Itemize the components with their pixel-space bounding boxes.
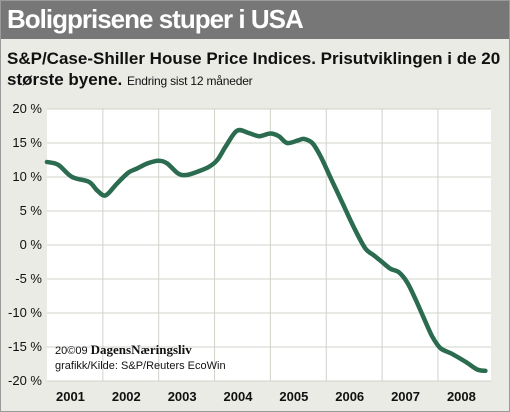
x-tick-label: 2007 xyxy=(391,389,420,404)
x-tick-label: 2005 xyxy=(279,389,308,404)
y-axis-tick-labels: 20 % 15 % 10 % 5 % 0 % -5 % -10 % -15 % -20 % xyxy=(8,101,42,388)
x-tick-label: 2006 xyxy=(335,389,364,404)
data-point xyxy=(196,170,200,174)
data-point xyxy=(380,260,384,264)
credit-block: 20©09 DagensNæringsliv grafikk/Kilde: S&… xyxy=(55,342,226,374)
y-tick-label: 15 % xyxy=(12,135,42,150)
data-point xyxy=(268,132,272,136)
data-point xyxy=(115,182,119,186)
data-point xyxy=(134,167,138,171)
data-point xyxy=(45,160,49,164)
y-tick-label: 0 % xyxy=(20,237,43,252)
x-tick-label: 2001 xyxy=(56,389,85,404)
data-point xyxy=(296,138,300,142)
data-point xyxy=(464,360,468,364)
data-point xyxy=(56,163,60,167)
y-tick-label: -5 % xyxy=(15,271,42,286)
subtitle-text: S&P/Case-Shiller House Price Indices. Pr… xyxy=(7,49,501,89)
data-point xyxy=(224,144,228,148)
data-point xyxy=(246,131,250,135)
y-tick-label: -20 % xyxy=(8,373,42,388)
data-point xyxy=(483,369,487,373)
credit-copyright: 20©09 xyxy=(55,345,88,357)
y-tick-label: -10 % xyxy=(8,305,42,320)
data-point xyxy=(104,193,108,197)
data-point xyxy=(352,226,356,230)
data-point xyxy=(341,202,345,206)
data-point xyxy=(285,141,289,145)
data-point xyxy=(257,134,261,138)
data-point xyxy=(363,246,367,250)
data-point xyxy=(215,158,219,162)
chart-title: Boligprisene stuper i USA xyxy=(7,4,304,34)
data-point xyxy=(319,155,323,159)
data-point xyxy=(422,316,426,320)
credit-line: 20©09 DagensNæringsliv xyxy=(55,342,226,359)
data-point xyxy=(277,134,281,138)
data-point xyxy=(176,172,180,176)
y-tick-label: 5 % xyxy=(20,203,43,218)
y-tick-label: 20 % xyxy=(12,101,42,116)
x-tick-label: 2002 xyxy=(112,389,141,404)
data-point xyxy=(389,267,393,271)
series-line xyxy=(44,127,488,374)
data-point xyxy=(157,159,161,163)
x-tick-label: 2003 xyxy=(168,389,197,404)
data-point xyxy=(70,175,74,179)
data-point xyxy=(330,178,334,182)
title-bar: Boligprisene stuper i USA xyxy=(1,1,509,39)
data-point xyxy=(414,297,418,301)
data-point xyxy=(310,141,314,145)
data-point xyxy=(95,189,99,193)
data-point xyxy=(302,137,306,141)
data-point xyxy=(372,253,376,257)
data-point xyxy=(235,129,239,133)
data-point xyxy=(450,352,454,356)
data-point xyxy=(146,161,150,165)
data-point xyxy=(165,161,169,165)
x-tick-label: 2008 xyxy=(447,389,476,404)
data-point xyxy=(405,280,409,284)
x-tick-label: 2004 xyxy=(224,389,254,404)
x-axis-tick-labels: 2001 2002 2003 2004 2005 2006 2007 2008 xyxy=(56,389,476,404)
data-point xyxy=(87,180,91,184)
data-point xyxy=(126,171,130,175)
data-point xyxy=(439,346,443,350)
data-point xyxy=(397,270,401,274)
y-tick-label: -15 % xyxy=(8,339,42,354)
subtitle-note: Endring sist 12 måneder xyxy=(127,74,253,88)
chart-subtitle: S&P/Case-Shiller House Price Indices. Pr… xyxy=(7,48,503,92)
data-point xyxy=(475,367,479,371)
credit-source: grafikk/Kilde: S&P/Reuters EcoWin xyxy=(55,360,226,372)
data-point xyxy=(430,335,434,339)
data-point xyxy=(207,165,211,169)
credit-brand: DagensNæringsliv xyxy=(90,342,192,357)
data-point xyxy=(185,173,189,177)
y-tick-label: 10 % xyxy=(12,169,42,184)
